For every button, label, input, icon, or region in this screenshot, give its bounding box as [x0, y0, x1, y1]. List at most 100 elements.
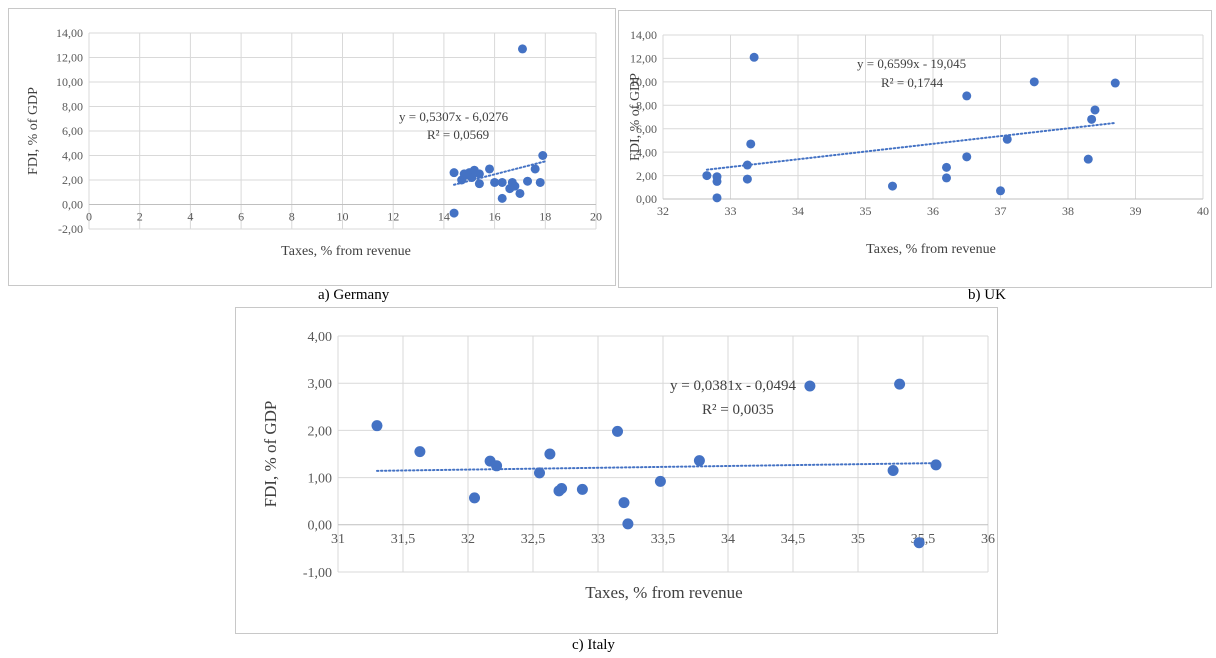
- germany-ytick-label: -2,00: [58, 222, 83, 236]
- germany-data-point: [530, 164, 540, 174]
- uk-y-axis-title: FDI, % of GDP: [628, 73, 643, 161]
- uk-data-point: [742, 160, 752, 170]
- germany-ytick-label: 4,00: [62, 149, 83, 163]
- italy-xtick-label: 31: [331, 532, 345, 547]
- germany-ytick-label: 12,00: [56, 51, 83, 65]
- italy-trendline: [376, 462, 937, 472]
- uk-xtick-label: 34: [792, 204, 804, 218]
- italy-data-point: [618, 497, 630, 509]
- germany-ytick-label: 0,00: [62, 198, 83, 212]
- germany-data-point: [497, 193, 507, 203]
- germany-ytick-label: 14,00: [56, 26, 83, 40]
- italy-data-point: [414, 446, 426, 458]
- germany-data-point: [490, 177, 500, 187]
- germany-r-squared: R² = 0,0569: [427, 127, 489, 142]
- germany-data-point: [449, 208, 459, 218]
- uk-x-axis-title: Taxes, % from revenue: [866, 242, 996, 257]
- italy-xtick-label: 34,5: [781, 532, 806, 547]
- italy-x-axis-title: Taxes, % from revenue: [585, 583, 742, 602]
- uk-ytick-label: 14,00: [630, 28, 657, 42]
- uk-xtick-label: 32: [657, 204, 669, 218]
- italy-ytick-label: 2,00: [308, 424, 333, 439]
- germany-data-point: [474, 179, 484, 189]
- uk-trendline: [705, 121, 1117, 171]
- uk-ytick-label: 12,00: [630, 52, 657, 66]
- germany-xtick-label: 6: [238, 210, 244, 224]
- italy-data-point: [913, 537, 925, 549]
- germany-data-point: [449, 168, 459, 178]
- uk-data-point: [1087, 114, 1097, 124]
- italy-data-point: [556, 482, 568, 494]
- italy-y-axis-title: FDI, % of GDP: [261, 401, 280, 508]
- uk-ytick-label: 4,00: [636, 145, 657, 159]
- germany-xtick-label: 20: [590, 210, 602, 224]
- germany-y-axis-title: FDI, % of GDP: [26, 87, 41, 175]
- uk-xtick-label: 40: [1197, 204, 1209, 218]
- uk-data-point: [1110, 78, 1120, 88]
- italy-xtick-label: 32: [461, 532, 475, 547]
- italy-xtick-label: 33,5: [651, 532, 676, 547]
- italy-data-point: [930, 459, 942, 471]
- italy-data-point: [534, 467, 545, 479]
- uk-data-point: [942, 162, 951, 172]
- italy-data-point: [622, 518, 634, 530]
- germany-data-point: [517, 44, 527, 54]
- uk-chart-panel: 0,00 2,00 4,00 6,00 8,00 10,00 12,00 14,00 32 33 3…: [618, 10, 1212, 288]
- italy-data-point: [804, 380, 816, 392]
- uk-data-point: [746, 139, 756, 149]
- italy-xtick-label: 33: [591, 532, 605, 547]
- germany-xtick-label: 4: [187, 210, 193, 224]
- uk-ytick-label: 10,00: [630, 75, 657, 89]
- germany-scatter-chart: -2,00 0,00 2,00 4,00 6,00 8,00 10,00 12,00 14,00…: [26, 26, 602, 259]
- germany-x-axis-title: Taxes, % from revenue: [281, 244, 411, 259]
- italy-xtick-label: 31,5: [391, 532, 416, 547]
- italy-ytick-label: 0,00: [308, 519, 333, 534]
- germany-data-point: [538, 151, 548, 160]
- germany-data-point: [523, 176, 533, 186]
- italy-ytick-label: -1,00: [303, 566, 332, 581]
- italy-xtick-label: 36: [981, 532, 995, 547]
- uk-xtick-label: 39: [1130, 204, 1142, 218]
- germany-xtick-label: 18: [539, 210, 551, 224]
- italy-ytick-label: 4,00: [308, 330, 333, 345]
- germany-ytick-label: 8,00: [62, 100, 83, 114]
- italy-xtick-label: 34: [721, 532, 735, 547]
- germany-data-point: [485, 164, 495, 174]
- caption-uk: b) UK: [968, 287, 1006, 303]
- germany-ytick-label: 10,00: [56, 75, 83, 89]
- uk-xtick-label: 36: [927, 204, 939, 218]
- italy-data-point: [491, 460, 503, 472]
- italy-trend-equation: y = 0,0381x - 0,0494: [670, 378, 796, 394]
- uk-data-point: [996, 186, 1005, 196]
- germany-chart-panel: -2,00 0,00 2,00 4,00 6,00 8,00 10,00 12,00 14,00…: [8, 8, 616, 286]
- germany-xtick-label: 12: [387, 210, 399, 224]
- uk-data-point: [712, 193, 722, 203]
- uk-r-squared: R² = 0,1744: [881, 75, 944, 90]
- germany-xtick-label: 10: [337, 210, 349, 224]
- uk-data-point: [962, 91, 972, 101]
- italy-xtick-label: 35: [851, 532, 865, 547]
- italy-data-point: [544, 448, 556, 460]
- uk-xtick-label: 38: [1062, 204, 1074, 218]
- italy-xtick-label: 32,5: [521, 532, 546, 547]
- uk-ytick-label: 0,00: [636, 192, 657, 206]
- uk-xtick-label: 33: [725, 204, 737, 218]
- germany-data-point: [515, 188, 525, 198]
- uk-xtick-label: 37: [995, 204, 1007, 218]
- uk-data-point: [702, 171, 712, 181]
- uk-xtick-label: 35: [860, 204, 872, 218]
- italy-r-squared: R² = 0,0035: [702, 402, 774, 418]
- italy-data-point: [887, 465, 899, 477]
- italy-data-point: [654, 475, 666, 487]
- uk-data-point: [942, 173, 951, 183]
- uk-data-point: [888, 181, 897, 191]
- italy-chart-panel: -1,00 0,00 1,00 2,00 3,00 4,00 31 31,5 32 32,5 33 3…: [235, 307, 998, 634]
- uk-data-point: [1083, 154, 1093, 164]
- germany-data-point: [474, 169, 484, 179]
- uk-ytick-label: 2,00: [636, 169, 657, 183]
- italy-ytick-label: 1,00: [308, 472, 333, 487]
- italy-ytick-label: 3,00: [308, 377, 333, 392]
- germany-ytick-label: 2,00: [62, 173, 83, 187]
- italy-scatter-chart: -1,00 0,00 1,00 2,00 3,00 4,00 31 31,5 32 32,5 33 3…: [261, 330, 995, 602]
- germany-ytick-label: 6,00: [62, 124, 83, 138]
